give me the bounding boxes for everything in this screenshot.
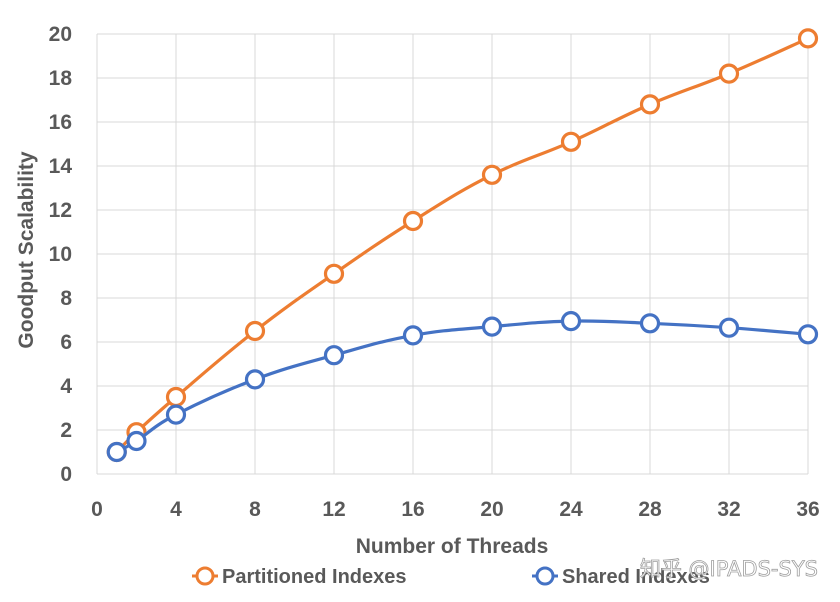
data-point-partitioned [244, 320, 266, 342]
data-point-partitioned [402, 210, 424, 232]
x-axis-ticks: 0 4 8 12 16 20 24 28 32 36 [91, 498, 820, 521]
data-point-shared [718, 317, 740, 338]
x-tick-label: 28 [638, 498, 662, 521]
data-point-shared [126, 430, 147, 452]
y-tick-label: 2 [60, 419, 72, 442]
y-tick-label: 0 [60, 463, 72, 486]
data-point-shared [402, 325, 424, 346]
y-tick-label: 20 [49, 23, 72, 46]
x-axis-title: Number of Threads [356, 535, 549, 558]
data-point-shared [106, 441, 127, 463]
y-tick-label: 12 [49, 199, 72, 222]
x-tick-label: 4 [170, 498, 182, 521]
data-point-partitioned [560, 131, 582, 152]
x-tick-label: 36 [796, 498, 819, 521]
legend: Partitioned Indexes Shared Indexes [192, 566, 710, 588]
x-tick-label: 32 [717, 498, 740, 521]
data-point-shared [323, 345, 345, 366]
data-point-partitioned [323, 263, 345, 284]
data-point-shared [560, 311, 582, 332]
data-point-partitioned [718, 63, 740, 84]
series-line-partitioned [115, 36, 810, 454]
x-tick-label: 20 [480, 498, 503, 521]
data-point-shared [244, 369, 266, 390]
y-tick-label: 18 [49, 67, 73, 90]
x-tick-label: 16 [401, 498, 424, 521]
x-tick-label: 8 [249, 498, 261, 521]
watermark: 知乎 @IPADS-SYS [640, 557, 818, 581]
legend-item-partitioned: Partitioned Indexes [192, 566, 407, 588]
series-shared [106, 311, 819, 463]
data-point-partitioned [481, 164, 503, 185]
data-point-partitioned [797, 28, 819, 49]
legend-item-shared: Shared Indexes [532, 566, 710, 588]
data-point-partitioned [639, 94, 661, 115]
x-tick-label: 0 [91, 498, 103, 521]
y-axis-ticks: 0 2 4 6 8 10 12 14 16 18 20 [49, 23, 73, 486]
legend-marker-partitioned [195, 566, 215, 586]
y-tick-label: 4 [60, 375, 72, 398]
data-point-shared [639, 313, 661, 334]
y-tick-label: 8 [60, 287, 72, 310]
x-tick-label: 12 [322, 498, 345, 521]
legend-label-partitioned: Partitioned Indexes [222, 566, 407, 588]
legend-marker-shared [535, 566, 555, 586]
y-tick-label: 16 [49, 111, 72, 134]
gridlines [96, 33, 809, 475]
x-tick-label: 24 [559, 498, 583, 521]
data-point-partitioned [165, 386, 187, 408]
y-tick-label: 6 [60, 331, 72, 354]
y-axis-title: Goodput Scalability [15, 151, 38, 349]
data-point-shared [797, 324, 819, 345]
y-tick-label: 14 [49, 155, 73, 178]
legend-label-shared: Shared Indexes [562, 566, 710, 588]
series-layer [106, 28, 819, 463]
y-tick-label: 10 [49, 243, 72, 266]
data-point-shared [165, 404, 187, 425]
data-point-shared [481, 316, 503, 337]
